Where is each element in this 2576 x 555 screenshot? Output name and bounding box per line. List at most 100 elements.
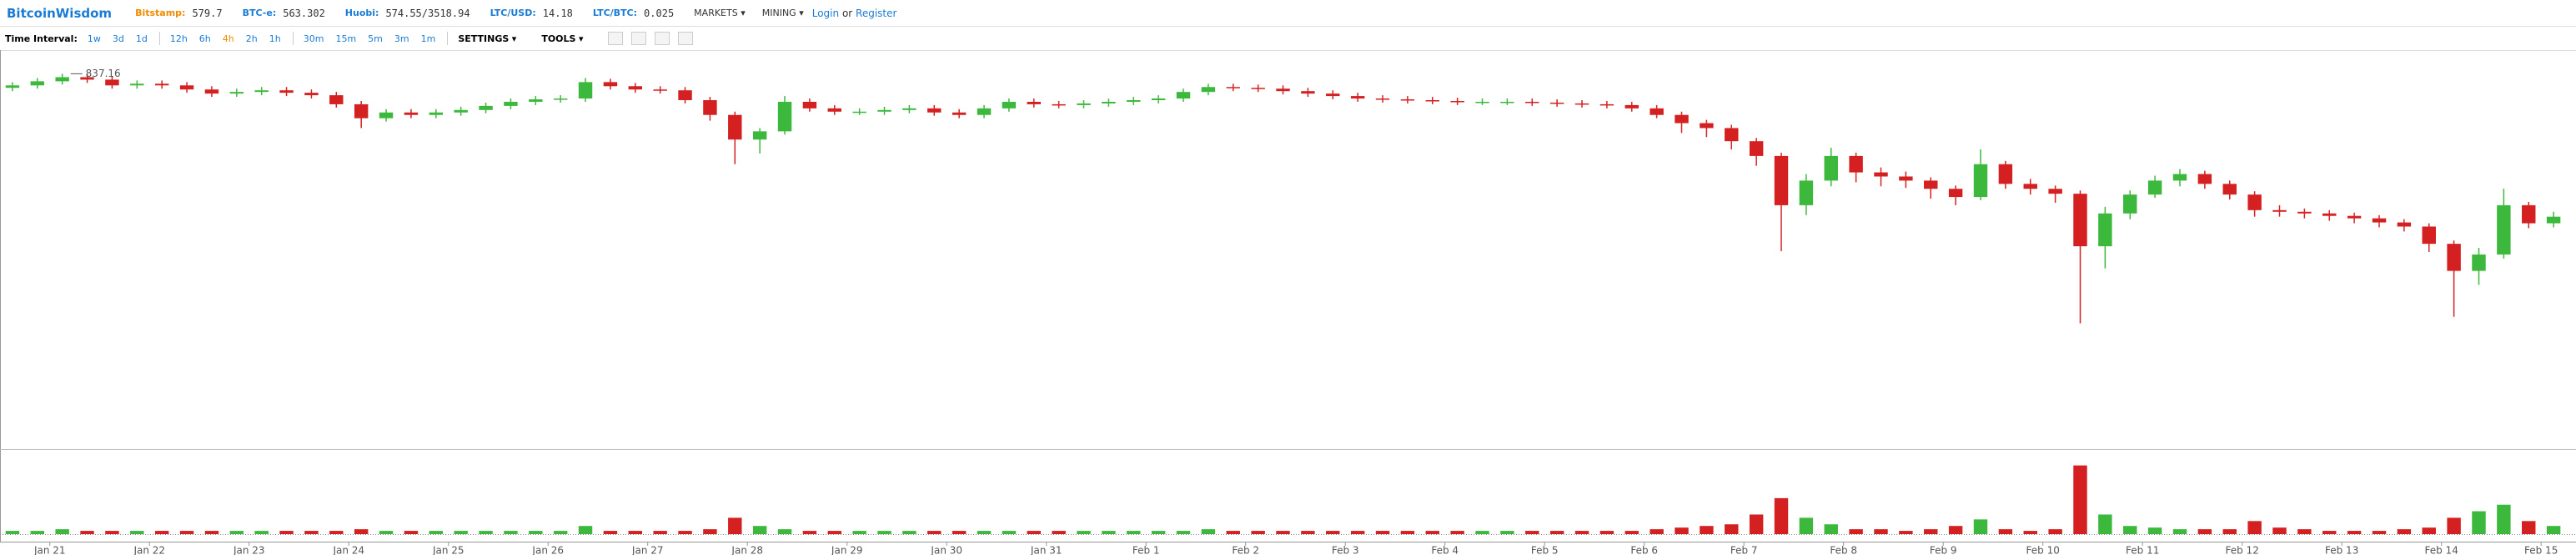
volume-bar bbox=[2073, 465, 2087, 534]
interval[interactable]: 1h bbox=[269, 33, 281, 44]
x-tick-label: Feb 9 bbox=[1930, 545, 1957, 555]
tool-icon[interactable] bbox=[631, 32, 647, 45]
candle-body bbox=[379, 112, 394, 119]
separator bbox=[292, 32, 294, 45]
or-text: or bbox=[841, 7, 853, 19]
interval[interactable]: 1w bbox=[87, 33, 101, 44]
volume-bar bbox=[1500, 531, 1514, 534]
menu[interactable]: SETTINGS bbox=[458, 33, 516, 44]
interval[interactable]: 6h bbox=[198, 33, 211, 44]
ticker-value: 574.55/3518.94 bbox=[385, 7, 470, 19]
candle-body bbox=[2272, 209, 2287, 212]
candle-body bbox=[80, 77, 94, 80]
x-tick-label: Jan 21 bbox=[33, 545, 66, 555]
volume-bar bbox=[279, 531, 294, 534]
volume-bar bbox=[55, 529, 69, 534]
volume-bar bbox=[1700, 526, 1714, 534]
volume-bar bbox=[952, 531, 967, 534]
x-tick-label: Jan 29 bbox=[831, 545, 863, 555]
volume-bar bbox=[254, 531, 269, 534]
brand[interactable]: BitcoinWisdom bbox=[7, 5, 113, 21]
candle-body bbox=[1201, 87, 1216, 93]
volume-bar bbox=[1849, 529, 1863, 534]
candle-body bbox=[2397, 222, 2412, 227]
candle-body bbox=[752, 131, 767, 140]
candle-body bbox=[653, 89, 667, 91]
interval[interactable]: 3m bbox=[394, 33, 409, 44]
volume-bar bbox=[877, 531, 891, 534]
candle-body bbox=[2472, 254, 2486, 271]
candle-body bbox=[2497, 204, 2511, 255]
interval[interactable]: 3d bbox=[112, 33, 124, 44]
interval[interactable]: 1d bbox=[135, 33, 148, 44]
volume-bar bbox=[504, 531, 518, 534]
volume-bar bbox=[5, 531, 20, 534]
volume-bar bbox=[454, 531, 468, 534]
candle-body bbox=[304, 93, 319, 96]
chart: Jan 21 Jan 22 Jan 23 Jan 24 Jan 25 Jan 26 Jan … bbox=[0, 50, 2576, 555]
candle-body bbox=[1326, 93, 1340, 97]
volume-bar bbox=[1624, 531, 1639, 534]
toolbar: Time Interval: 1w 3d 1d 12h 6h 4h 2h 1h … bbox=[0, 27, 2576, 51]
candle-body bbox=[977, 108, 992, 115]
x-tick-label: Feb 12 bbox=[2226, 545, 2259, 555]
tool-icon[interactable] bbox=[655, 32, 670, 45]
interval[interactable]: 5m bbox=[368, 33, 383, 44]
menu[interactable]: MARKETS bbox=[694, 8, 746, 18]
candle-body bbox=[2123, 194, 2137, 214]
volume-bar bbox=[2197, 529, 2212, 534]
ticker-value: 0.025 bbox=[644, 7, 675, 19]
volume-bar bbox=[1350, 531, 1365, 534]
volume-bar bbox=[1375, 531, 1390, 534]
menu[interactable]: TOOLS bbox=[541, 33, 583, 44]
volume-bar bbox=[1450, 531, 1464, 534]
menu[interactable]: MINING bbox=[762, 8, 804, 18]
x-tick-label: Feb 15 bbox=[2524, 545, 2558, 555]
volume-bar bbox=[1749, 514, 1764, 534]
volume-bar bbox=[1176, 531, 1191, 534]
x-tick-label: Feb 7 bbox=[1730, 545, 1758, 555]
candle-body bbox=[1475, 101, 1489, 103]
volume-bar bbox=[1824, 524, 1838, 534]
tool-icon[interactable] bbox=[678, 32, 694, 45]
volume-bar bbox=[204, 531, 219, 534]
ticker-label[interactable]: Bitstamp: bbox=[135, 8, 186, 18]
ticker-label[interactable]: LTC/BTC: bbox=[592, 8, 638, 18]
candle-body bbox=[1549, 102, 1564, 104]
login-link[interactable]: Login bbox=[811, 7, 840, 19]
register-link[interactable]: Register bbox=[856, 7, 897, 19]
candle-body bbox=[179, 85, 194, 90]
interval[interactable]: 4h bbox=[222, 33, 234, 44]
candle-body bbox=[529, 99, 543, 102]
volume-bar bbox=[2172, 529, 2187, 534]
candle-body bbox=[1301, 91, 1315, 94]
volume-bar bbox=[2546, 526, 2561, 534]
tool-icon[interactable] bbox=[608, 32, 624, 45]
ticker-label[interactable]: Huobi: bbox=[344, 8, 379, 18]
candle-body bbox=[154, 83, 169, 86]
candle-body bbox=[1774, 155, 1789, 205]
candle-body bbox=[1226, 87, 1240, 88]
ticker-label[interactable]: BTC-e: bbox=[242, 8, 277, 18]
candle-body bbox=[2073, 194, 2087, 247]
interval[interactable]: 12h bbox=[169, 33, 188, 44]
volume-bar bbox=[1002, 531, 1017, 534]
ticker-label[interactable]: LTC/USD: bbox=[490, 8, 536, 18]
volume-bar bbox=[1077, 531, 1091, 534]
interval[interactable]: 30m bbox=[303, 33, 324, 44]
candle-body bbox=[1400, 99, 1415, 101]
candle-body bbox=[1276, 88, 1290, 92]
candle-body bbox=[2522, 204, 2536, 224]
interval[interactable]: 2h bbox=[245, 33, 258, 44]
volume-bar bbox=[1226, 531, 1240, 534]
volume-bar bbox=[179, 531, 194, 534]
candle-body bbox=[504, 101, 518, 106]
x-tick-label: Jan 31 bbox=[1030, 545, 1062, 555]
volume-bar bbox=[130, 531, 144, 534]
interval[interactable]: 15m bbox=[335, 33, 357, 44]
candle-body bbox=[2546, 216, 2561, 224]
interval[interactable]: 1m bbox=[420, 33, 436, 44]
candle-body bbox=[902, 108, 916, 110]
volume-bar bbox=[1774, 497, 1789, 534]
x-tick-label: Jan 22 bbox=[133, 545, 165, 555]
